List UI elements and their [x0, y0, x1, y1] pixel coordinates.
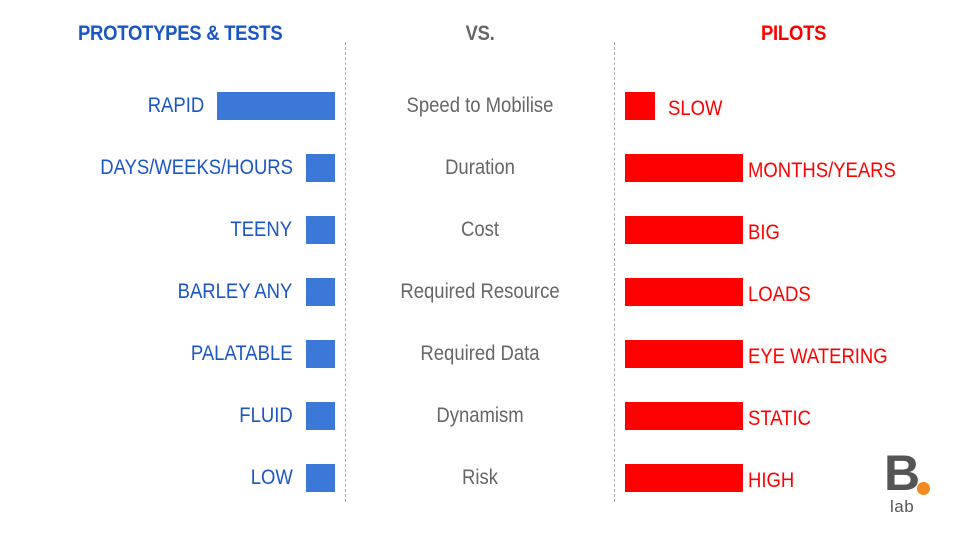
- label-right: SLOW: [667, 97, 722, 120]
- label-right: HIGH: [748, 469, 795, 492]
- bar-right: [625, 154, 743, 182]
- bar-left: [305, 216, 335, 244]
- divider-left: [345, 42, 346, 502]
- bar-left: [305, 340, 335, 368]
- label-left: LOW: [250, 466, 293, 489]
- label-left: TEENY: [230, 218, 293, 241]
- category-label: Duration: [445, 156, 515, 179]
- label-right: LOADS: [748, 283, 811, 306]
- label-left: PALATABLE: [190, 342, 293, 365]
- divider-right: [614, 42, 615, 502]
- header-pilots: PILOTS: [761, 22, 827, 45]
- label-right: EYE WATERING: [748, 345, 888, 368]
- bar-right: [625, 278, 743, 306]
- category-label: Risk: [462, 466, 498, 489]
- category-label: Speed to Mobilise: [406, 94, 554, 117]
- bar-left: [305, 278, 335, 306]
- bar-left: [305, 154, 335, 182]
- bar-left: [217, 92, 335, 120]
- category-label: Required Resource: [400, 280, 560, 303]
- label-left: FLUID: [239, 404, 293, 427]
- label-left: RAPID: [147, 94, 204, 117]
- category-label: Cost: [460, 218, 500, 241]
- bar-right: [625, 340, 743, 368]
- logo-letter: B: [884, 445, 921, 501]
- header-vs: VS.: [465, 22, 495, 45]
- label-left: BARLEY ANY: [177, 280, 293, 303]
- bar-right: [625, 216, 743, 244]
- bar-left: [305, 464, 335, 492]
- category-label: Dynamism: [436, 404, 524, 427]
- label-right: MONTHS/YEARS: [748, 159, 896, 182]
- logo-dot: [917, 482, 930, 495]
- label-left: DAYS/WEEKS/HOURS: [99, 156, 293, 179]
- bar-right: [625, 464, 743, 492]
- blab-logo: B lab: [884, 448, 944, 520]
- category-label: Required Data: [420, 342, 540, 365]
- header-prototypes-tests: PROTOTYPES & TESTS: [78, 22, 283, 45]
- label-right: BIG: [748, 221, 780, 244]
- label-right: STATIC: [748, 407, 811, 430]
- bar-left: [305, 402, 335, 430]
- logo-text: lab: [890, 497, 915, 516]
- bar-right: [625, 402, 743, 430]
- bar-right: [625, 92, 655, 120]
